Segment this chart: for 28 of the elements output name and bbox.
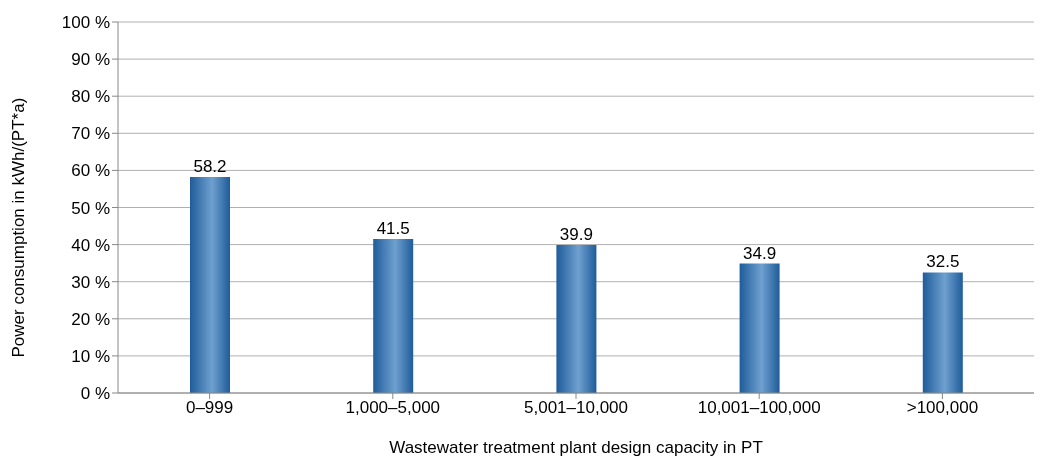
data-label: 58.2: [193, 157, 227, 177]
y-axis-title: Power consumption in kWh/(PT*a): [9, 97, 29, 358]
x-tick-label: 0–999: [185, 398, 234, 418]
y-tick-label: 80 %: [71, 87, 110, 107]
y-tick-label: 90 %: [71, 50, 110, 70]
data-label: 39.9: [559, 224, 593, 244]
bar: [190, 177, 230, 393]
bar: [739, 263, 780, 393]
y-tick-label: 30 %: [71, 272, 110, 292]
y-tick-label: 60 %: [71, 161, 110, 181]
y-tick-label: 50 %: [71, 198, 110, 218]
y-tick-label: 20 %: [71, 309, 110, 329]
x-tick-label: >100,000: [906, 398, 979, 418]
x-axis-title: Wastewater treatment plant design capacity in PT: [389, 438, 763, 457]
bar: [373, 239, 414, 393]
y-tick-label: 0 %: [80, 384, 110, 404]
data-label: 41.5: [376, 219, 410, 239]
y-tick-label: 40 %: [71, 235, 110, 255]
bar: [556, 244, 597, 393]
x-tick-label: 10,001–100,000: [697, 398, 821, 418]
data-label: 34.9: [743, 243, 777, 263]
x-tick-label: 1,000–5,000: [345, 398, 441, 418]
y-tick-label: 100 %: [61, 13, 110, 33]
data-label: 32.5: [926, 252, 960, 272]
x-tick-label: 5,001–10,000: [524, 398, 628, 418]
bar: [922, 272, 963, 393]
y-tick-label: 10 %: [71, 346, 110, 366]
y-tick-label: 70 %: [71, 124, 110, 144]
